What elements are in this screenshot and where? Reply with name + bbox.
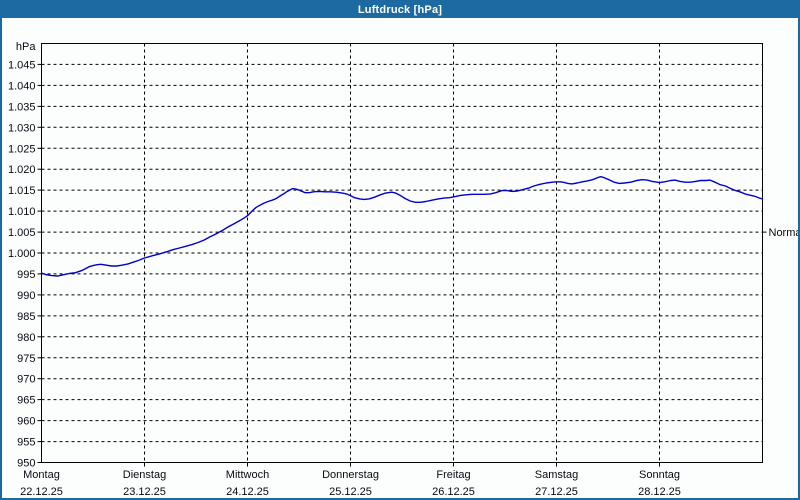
y-tick-label: 975 xyxy=(17,353,35,365)
y-tick-label: 980 xyxy=(17,332,35,344)
y-tick-label: 1.035 xyxy=(8,101,36,113)
y-tick-label: 1.015 xyxy=(8,185,36,197)
x-date-label: 28.12.25 xyxy=(638,486,681,498)
y-tick-label: 1.010 xyxy=(8,206,36,218)
y-tick-label: 1.030 xyxy=(8,122,36,134)
x-day-label: Freitag xyxy=(436,469,470,481)
y-tick-label: 995 xyxy=(17,269,35,281)
x-day-label: Sonntag xyxy=(639,469,680,481)
x-date-label: 25.12.25 xyxy=(329,486,372,498)
x-date-label: 22.12.25 xyxy=(20,486,63,498)
y-tick-label: 965 xyxy=(17,395,35,407)
x-day-label: Samstag xyxy=(535,469,578,481)
x-date-label: 26.12.25 xyxy=(432,486,475,498)
y-tick-label: 1.005 xyxy=(8,227,36,239)
y-tick-label: 990 xyxy=(17,290,35,302)
pressure-line xyxy=(40,175,764,277)
window-title: Luftdruck [hPa] xyxy=(357,4,443,16)
x-day-label: Donnerstag xyxy=(322,469,379,481)
x-date-label: 27.12.25 xyxy=(535,486,578,498)
x-day-label: Mittwoch xyxy=(226,469,269,481)
y-tick-label: 950 xyxy=(17,458,35,470)
x-date-label: 23.12.25 xyxy=(123,486,166,498)
y-axis-unit: hPa xyxy=(16,41,36,53)
y-tick-label: 1.040 xyxy=(8,80,36,92)
x-day-label: Montag xyxy=(23,469,60,481)
normal-label: Normal xyxy=(769,227,800,239)
y-tick-label: 985 xyxy=(17,311,35,323)
y-tick-label: 1.025 xyxy=(8,143,36,155)
x-day-label: Dienstag xyxy=(123,469,166,481)
y-tick-label: 955 xyxy=(17,437,35,449)
x-date-label: 24.12.25 xyxy=(226,486,269,498)
y-tick-label: 1.045 xyxy=(8,59,36,71)
title-bar: Luftdruck [hPa] xyxy=(2,2,798,18)
y-tick-label: 1.000 xyxy=(8,248,36,260)
y-tick-label: 960 xyxy=(17,416,35,428)
y-tick-label: 1.020 xyxy=(8,164,36,176)
y-tick-label: 970 xyxy=(17,374,35,386)
